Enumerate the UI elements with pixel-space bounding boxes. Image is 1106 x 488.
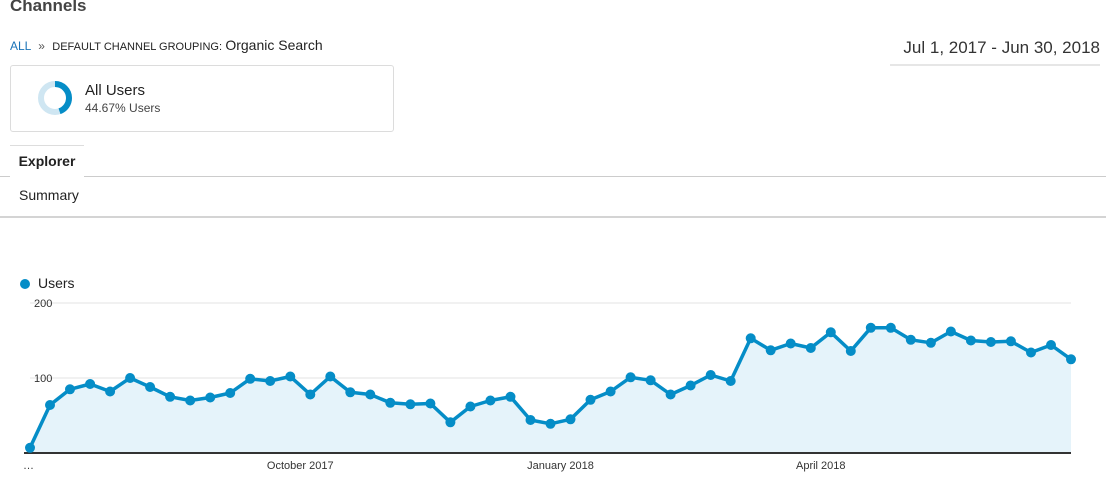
data-point-4[interactable] <box>105 386 116 397</box>
data-point-15[interactable] <box>325 371 336 382</box>
data-point-51[interactable] <box>1046 340 1056 350</box>
data-point-42[interactable] <box>865 322 876 333</box>
y-tick-label-100: 100 <box>34 373 52 385</box>
data-point-19[interactable] <box>405 399 416 410</box>
breadcrumb: ALL » DEFAULT CHANNEL GROUPING: Organic … <box>10 37 323 53</box>
data-point-0[interactable] <box>25 442 35 453</box>
breadcrumb-all-link[interactable]: ALL <box>10 39 31 53</box>
segment-card[interactable]: All Users 44.67% Users <box>10 65 394 132</box>
legend-label-users: Users <box>38 275 75 291</box>
data-point-13[interactable] <box>285 371 296 382</box>
tab-explorer[interactable]: Explorer <box>10 145 84 177</box>
data-point-26[interactable] <box>545 418 556 429</box>
data-point-11[interactable] <box>245 373 256 384</box>
donut-icon <box>38 81 72 115</box>
data-point-1[interactable] <box>45 400 55 410</box>
data-point-5[interactable] <box>125 373 136 383</box>
data-point-3[interactable] <box>85 379 96 389</box>
date-range-picker[interactable]: Jul 1, 2017 - Jun 30, 2018 <box>890 38 1100 66</box>
x-tick-label-0: … <box>23 460 34 472</box>
data-point-52[interactable] <box>1066 354 1076 365</box>
data-point-14[interactable] <box>305 389 316 400</box>
data-point-32[interactable] <box>665 389 676 400</box>
data-point-2[interactable] <box>65 384 75 395</box>
data-point-48[interactable] <box>985 337 996 347</box>
segment-name: All Users <box>85 82 146 99</box>
data-point-10[interactable] <box>225 388 236 398</box>
data-point-16[interactable] <box>345 387 356 398</box>
data-point-25[interactable] <box>525 415 536 425</box>
data-point-30[interactable] <box>625 372 636 383</box>
data-point-21[interactable] <box>445 417 456 428</box>
x-tick-label-1: October 2017 <box>267 460 334 472</box>
chart-legend[interactable]: Users <box>20 275 75 291</box>
data-point-46[interactable] <box>945 326 956 337</box>
data-point-34[interactable] <box>705 370 716 380</box>
data-point-44[interactable] <box>905 334 916 345</box>
data-point-6[interactable] <box>145 382 156 392</box>
breadcrumb-current-value: Organic Search <box>225 37 323 53</box>
section-divider <box>0 216 1106 218</box>
data-point-28[interactable] <box>585 394 596 405</box>
data-point-23[interactable] <box>485 395 496 406</box>
users-line-chart[interactable]: 100 200 … October 2017 January 2018 April 201… <box>0 295 1106 485</box>
data-point-17[interactable] <box>365 389 376 400</box>
segment-percent: 44.67% Users <box>85 101 161 115</box>
data-point-41[interactable] <box>845 346 856 356</box>
data-point-9[interactable] <box>205 392 216 403</box>
data-point-18[interactable] <box>385 397 396 408</box>
data-point-8[interactable] <box>185 395 196 406</box>
area-fill <box>30 327 1071 453</box>
data-point-37[interactable] <box>765 345 776 356</box>
data-point-49[interactable] <box>1005 336 1016 347</box>
data-point-24[interactable] <box>505 391 516 402</box>
data-point-50[interactable] <box>1026 347 1036 358</box>
data-point-39[interactable] <box>805 343 816 353</box>
data-point-31[interactable] <box>645 375 656 386</box>
data-point-12[interactable] <box>265 376 276 386</box>
breadcrumb-grouping-label: DEFAULT CHANNEL GROUPING: <box>52 41 222 53</box>
tab-divider <box>0 176 1106 177</box>
data-point-40[interactable] <box>825 327 836 338</box>
data-point-29[interactable] <box>605 386 616 397</box>
data-point-38[interactable] <box>785 338 796 349</box>
x-tick-label-3: April 2018 <box>796 460 846 472</box>
data-point-20[interactable] <box>425 398 436 409</box>
y-tick-label-200: 200 <box>34 298 52 310</box>
data-point-7[interactable] <box>165 391 176 402</box>
legend-dot-icon <box>20 279 30 289</box>
breadcrumb-separator: » <box>38 39 45 53</box>
data-point-45[interactable] <box>925 337 936 348</box>
data-point-35[interactable] <box>725 376 736 386</box>
data-point-22[interactable] <box>465 401 476 412</box>
data-point-47[interactable] <box>965 335 976 346</box>
tab-summary[interactable]: Summary <box>19 187 79 203</box>
data-point-33[interactable] <box>685 380 696 391</box>
data-point-27[interactable] <box>565 414 576 425</box>
page-title: Channels <box>10 0 87 15</box>
data-point-43[interactable] <box>885 322 896 333</box>
x-tick-label-2: January 2018 <box>527 460 594 472</box>
data-point-36[interactable] <box>745 333 756 344</box>
